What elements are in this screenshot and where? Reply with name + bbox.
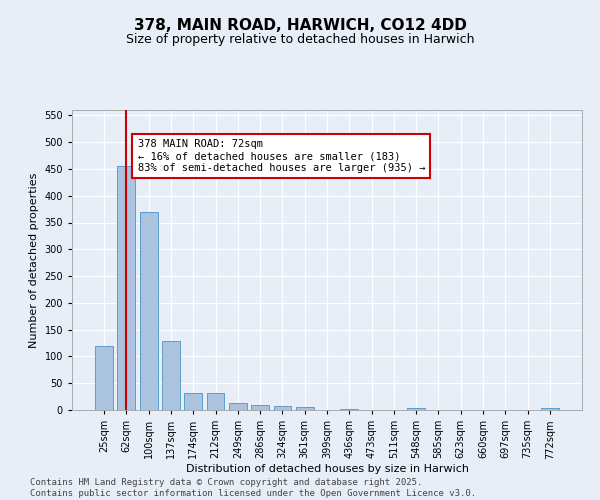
Bar bbox=[229, 403, 247, 410]
Bar bbox=[296, 408, 314, 410]
Bar bbox=[118, 166, 136, 410]
Text: Size of property relative to detached houses in Harwich: Size of property relative to detached ho… bbox=[126, 32, 474, 46]
Bar bbox=[407, 408, 425, 410]
Text: Contains HM Land Registry data © Crown copyright and database right 2025.
Contai: Contains HM Land Registry data © Crown c… bbox=[30, 478, 476, 498]
Text: 378, MAIN ROAD, HARWICH, CO12 4DD: 378, MAIN ROAD, HARWICH, CO12 4DD bbox=[134, 18, 466, 32]
Bar bbox=[251, 404, 269, 410]
Bar bbox=[162, 342, 180, 410]
Bar bbox=[140, 212, 158, 410]
Bar bbox=[274, 406, 292, 410]
Bar bbox=[95, 346, 113, 410]
Bar bbox=[206, 393, 224, 410]
Bar bbox=[541, 408, 559, 410]
Y-axis label: Number of detached properties: Number of detached properties bbox=[29, 172, 39, 348]
Text: 378 MAIN ROAD: 72sqm
← 16% of detached houses are smaller (183)
83% of semi-deta: 378 MAIN ROAD: 72sqm ← 16% of detached h… bbox=[137, 140, 425, 172]
X-axis label: Distribution of detached houses by size in Harwich: Distribution of detached houses by size … bbox=[185, 464, 469, 474]
Bar bbox=[340, 409, 358, 410]
Bar bbox=[184, 393, 202, 410]
